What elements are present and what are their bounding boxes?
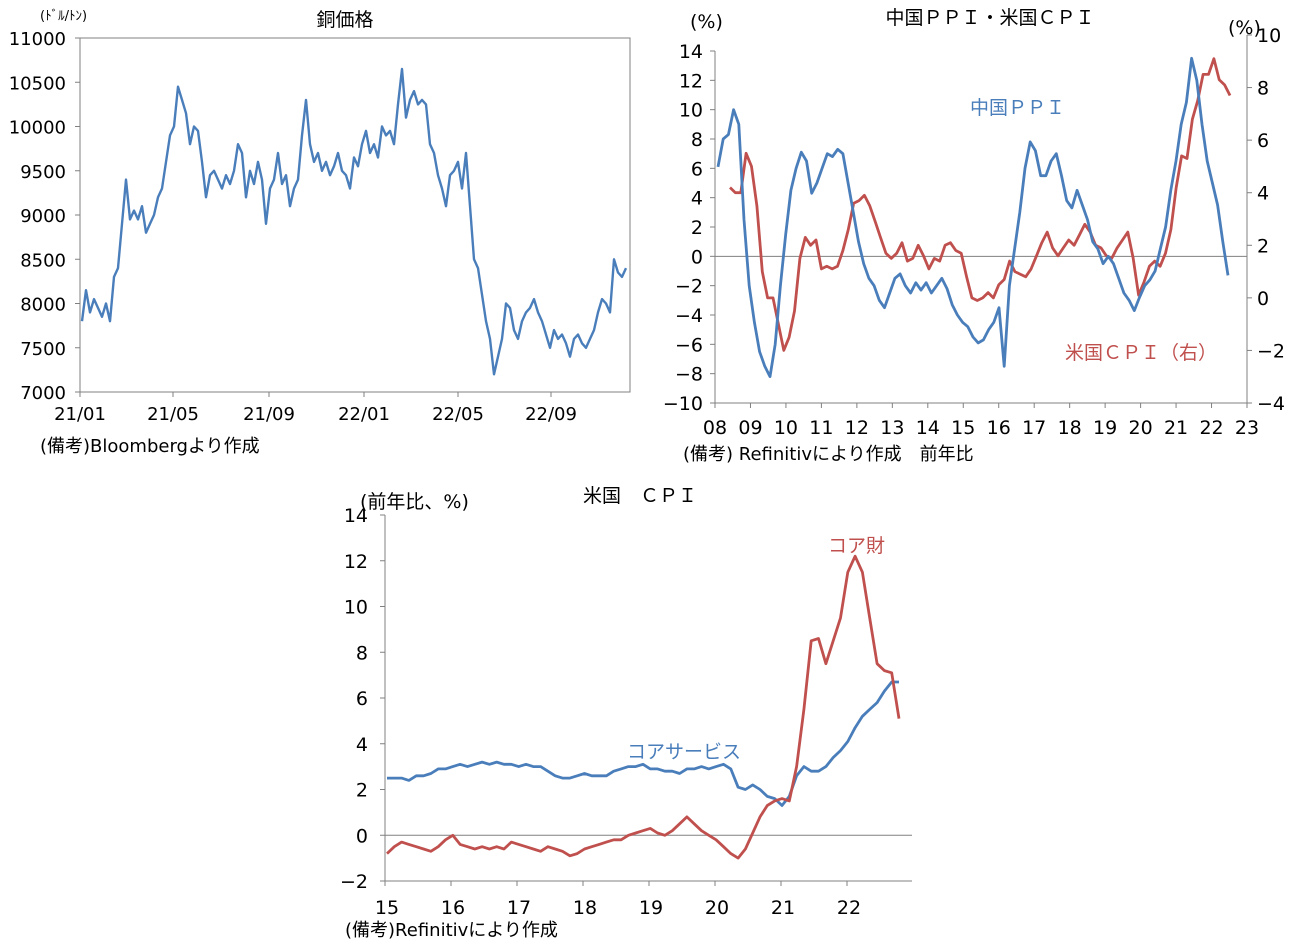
right-tick-label: 10 <box>1257 25 1281 47</box>
y-tick-label: 10 <box>344 597 368 619</box>
y-tick-label: 0 <box>356 825 368 847</box>
y-tick-label: 11000 <box>9 29 66 50</box>
x-tick-label: 22/09 <box>525 404 577 425</box>
x-tick-label: 22/05 <box>432 404 484 425</box>
china-ppi-line <box>716 56 1230 379</box>
core-services-label: コアサービス <box>627 741 741 763</box>
y-tick-label: 8000 <box>20 295 66 316</box>
x-tick-label: 20 <box>705 897 729 919</box>
left-tick-label: −10 <box>663 393 703 415</box>
y-tick-label: 10500 <box>9 73 66 94</box>
y-tick-label: 9500 <box>20 162 66 183</box>
right-tick-label: −4 <box>1257 393 1285 415</box>
y-tick-label: 8 <box>356 642 368 664</box>
y-tick-label: −2 <box>340 871 368 893</box>
y-tick-label: 9000 <box>20 206 66 227</box>
y-tick-label: 4 <box>356 734 368 756</box>
x-tick-label: 09 <box>738 417 762 439</box>
x-tick-label: 22 <box>1199 417 1223 439</box>
y-tick-label: 10000 <box>9 118 66 139</box>
x-tick-label: 10 <box>774 417 798 439</box>
ppi-cpi-chart: 中国ＰＰＩ・米国ＣＰＩ (%) (%) 14 12 10 8 6 4 2 0 −2 −4 −6 −8 −10 1… <box>650 0 1300 470</box>
right-tick-label: 4 <box>1257 183 1269 205</box>
y-tick-label: 2 <box>356 780 368 802</box>
left-tick-label: −8 <box>675 364 703 386</box>
ppi-cpi-svg: 中国ＰＰＩ・米国ＣＰＩ(%) (%)14121086420−2−4−6−8−101… <box>663 7 1285 439</box>
x-tick-label: 15 <box>951 417 975 439</box>
core-goods-line <box>386 554 901 860</box>
left-tick-label: 0 <box>691 246 703 268</box>
left-tick-label: −6 <box>675 334 703 356</box>
china-ppi-label: 中国ＰＰＩ <box>970 97 1065 119</box>
chart-title: 銅価格 <box>316 9 373 31</box>
y-tick-label: 14 <box>344 505 368 527</box>
x-tick-label: 19 <box>639 897 663 919</box>
us-cpi-note: (備考)Refinitivにより作成 <box>345 920 558 941</box>
x-tick-label: 12 <box>845 417 869 439</box>
y-axis-unit: (前年比、%) <box>360 491 469 513</box>
left-tick-label: 10 <box>679 100 703 122</box>
us-cpi-chart: 米国 ＣＰＩ (前年比、%) 14 12 10 8 6 4 2 0 −2 15 16 17 18 19 20 21… <box>330 478 950 941</box>
right-tick-label: 2 <box>1257 235 1269 257</box>
left-tick-label: −2 <box>675 276 703 298</box>
x-tick-label: 21/05 <box>147 404 199 425</box>
left-tick-label: 2 <box>691 217 703 239</box>
right-tick-label: 6 <box>1257 130 1269 152</box>
right-tick-label: 0 <box>1257 288 1269 310</box>
y-tick-label: 12 <box>344 551 368 573</box>
right-tick-label: 8 <box>1257 78 1269 100</box>
left-tick-label: 8 <box>691 129 703 151</box>
chart-title: 米国 ＣＰＩ <box>583 485 697 507</box>
ppi-cpi-note: (備考) Refinitivにより作成 前年比 <box>683 444 974 465</box>
x-tick-label: 13 <box>880 417 904 439</box>
x-tick-label: 21/01 <box>54 404 106 425</box>
us-cpi-line <box>729 57 1232 352</box>
copper-price-line <box>80 67 628 376</box>
y-axis-unit: (ﾄﾞﾙ/ﾄﾝ) <box>40 9 87 24</box>
right-axis-unit: (%) <box>1228 17 1261 39</box>
x-tick-label: 21/09 <box>243 404 295 425</box>
y-tick-label: 6 <box>356 688 368 710</box>
y-tick-label: 7000 <box>20 383 66 404</box>
x-tick-label: 18 <box>573 897 597 919</box>
x-tick-label: 22 <box>837 897 861 919</box>
x-tick-label: 22/01 <box>338 404 390 425</box>
left-axis-unit: (%) <box>690 11 723 33</box>
x-tick-label: 17 <box>1022 417 1046 439</box>
x-tick-label: 20 <box>1129 417 1153 439</box>
x-tick-label: 16 <box>441 897 465 919</box>
x-tick-label: 18 <box>1058 417 1082 439</box>
core-services-line <box>387 680 899 807</box>
left-tick-label: −4 <box>675 305 703 327</box>
x-tick-label: 21 <box>771 897 795 919</box>
chart-title: 中国ＰＰＩ・米国ＣＰＩ <box>885 7 1094 29</box>
x-tick-label: 17 <box>507 897 531 919</box>
copper-note: (備考)Bloombergより作成 <box>40 436 260 457</box>
y-tick-label: 7500 <box>20 339 66 360</box>
left-tick-label: 6 <box>691 158 703 180</box>
x-tick-label: 23 <box>1235 417 1259 439</box>
left-tick-label: 14 <box>679 41 703 63</box>
x-tick-label: 08 <box>703 417 727 439</box>
x-tick-label: 14 <box>916 417 940 439</box>
x-tick-label: 19 <box>1093 417 1117 439</box>
left-tick-label: 4 <box>691 188 703 210</box>
us-cpi-label: 米国ＣＰＩ（右） <box>1065 342 1217 364</box>
x-tick-label: 11 <box>809 417 833 439</box>
right-tick-label: −2 <box>1257 340 1285 362</box>
copper-price-svg: 銅価格 (ﾄﾞﾙ/ﾄﾝ) 11000 10500 10000 9500 9000 8500 80… <box>9 9 631 425</box>
x-tick-label: 21 <box>1164 417 1188 439</box>
x-tick-label: 16 <box>987 417 1011 439</box>
core-goods-label: コア財 <box>828 535 885 557</box>
copper-price-chart: 銅価格 (ﾄﾞﾙ/ﾄﾝ) 11000 10500 10000 9500 9000 8500 80… <box>0 0 650 470</box>
x-tick-label: 15 <box>375 897 399 919</box>
y-tick-label: 8500 <box>20 250 66 271</box>
left-tick-label: 12 <box>679 70 703 92</box>
